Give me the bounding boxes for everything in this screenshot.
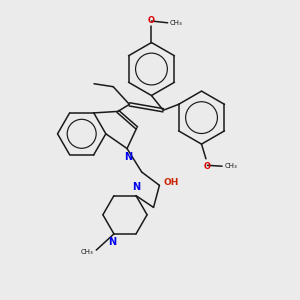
Text: CH₃: CH₃ (81, 249, 93, 255)
Text: N: N (133, 182, 141, 192)
Text: O: O (204, 162, 211, 171)
Text: N: N (124, 152, 133, 162)
Text: O: O (148, 16, 155, 25)
Text: CH₃: CH₃ (170, 20, 183, 26)
Text: CH₃: CH₃ (224, 163, 237, 169)
Text: OH: OH (164, 178, 179, 187)
Text: N: N (108, 237, 116, 248)
